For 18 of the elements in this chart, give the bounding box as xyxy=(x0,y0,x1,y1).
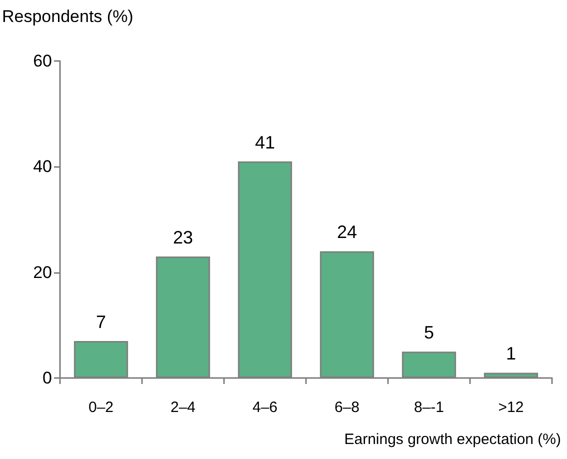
data-label: 41 xyxy=(254,132,276,152)
x-tick-label: 4–6 xyxy=(252,399,278,416)
data-label: 1 xyxy=(506,344,516,364)
y-tick-label: 20 xyxy=(33,262,52,282)
y-axis-title: Respondents (%) xyxy=(2,7,134,26)
y-tick-label: 60 xyxy=(33,52,52,70)
y-tick-label: 0 xyxy=(42,368,52,388)
x-tick-label: >12 xyxy=(498,399,524,416)
data-label: 24 xyxy=(336,222,358,242)
x-tick-label: 2–4 xyxy=(170,399,196,416)
x-axis-title: Earnings growth expectation (%) xyxy=(344,431,562,448)
x-tick-label: 0–2 xyxy=(88,399,114,416)
data-label: 23 xyxy=(172,227,194,248)
data-label: 7 xyxy=(96,312,106,332)
y-tick-label: 40 xyxy=(33,157,52,176)
x-tick-label: 6–8 xyxy=(334,399,360,416)
x-tick-label: 8–-1 xyxy=(414,399,444,416)
data-label: 5 xyxy=(424,322,434,343)
